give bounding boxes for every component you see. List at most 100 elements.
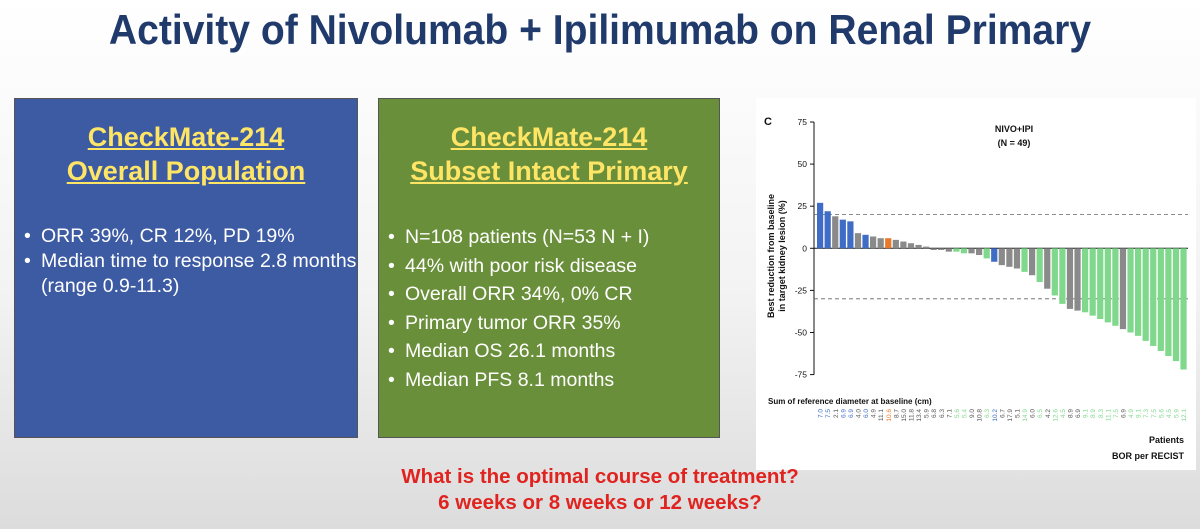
bar — [1165, 248, 1172, 357]
bar — [907, 243, 915, 249]
baseline-diameter-value: 7.0 — [818, 409, 825, 418]
bullet-item: Median OS 26.1 months — [379, 337, 719, 366]
baseline-diameter-value: 14.9 — [1022, 409, 1029, 422]
baseline-diameter-value: 8.3 — [1098, 409, 1105, 418]
bar — [892, 239, 899, 249]
bar — [1036, 248, 1043, 282]
baseline-diameter-value: 9.1 — [1136, 409, 1143, 418]
overall-population-bullets: ORR 39%, CR 12%, PD 19% Median time to r… — [15, 224, 357, 299]
bar — [976, 248, 983, 256]
bullet-item: Median PFS 8.1 months — [379, 366, 719, 395]
bar — [1157, 248, 1164, 352]
baseline-diameter-value: 6.7 — [999, 409, 1006, 418]
baseline-diameter-value: 6.9 — [1120, 409, 1127, 418]
bar — [847, 221, 854, 249]
heading-line-2: Subset Intact Primary — [410, 156, 688, 186]
baseline-diameter-value: 11.1 — [878, 409, 885, 422]
baseline-diameter-value: 8.9 — [1067, 409, 1074, 418]
y-tick-label: -75 — [795, 370, 808, 380]
bar — [1029, 248, 1036, 276]
slide-title: Activity of Nivolumab + Ipilimumab on Re… — [108, 6, 1092, 53]
bullet-item: 44% with poor risk disease — [379, 252, 719, 281]
bar — [923, 246, 930, 249]
bar — [1172, 248, 1180, 362]
heading-line-2: Overall Population — [66, 156, 306, 186]
bar — [1074, 248, 1081, 311]
baseline-diameter-value: 4.5 — [1060, 409, 1067, 418]
intact-primary-bullets: N=108 patients (N=53 N + I) 44% with poo… — [379, 223, 719, 394]
bar — [1021, 248, 1028, 272]
baseline-diameter-value: 5.4 — [961, 409, 968, 418]
bar — [998, 248, 1005, 266]
baseline-diameter-value: 6.9 — [848, 409, 855, 418]
heading-line-1: CheckMate-214 — [450, 122, 648, 152]
overall-population-box: CheckMate-214 Overall Population ORR 39%… — [14, 98, 358, 438]
bar — [832, 216, 839, 249]
annotation-line-2: (N = 49) — [998, 138, 1031, 148]
baseline-diameter-value: 6.9 — [1075, 409, 1082, 418]
bar — [1180, 248, 1187, 370]
bar — [885, 238, 892, 249]
baseline-diameter-value: 6.9 — [840, 409, 847, 418]
y-tick-label: -50 — [795, 327, 808, 337]
baseline-diameter-value: 5.1 — [1014, 409, 1021, 418]
baseline-diameter-value: 4.9 — [871, 409, 878, 418]
bar — [1119, 248, 1127, 330]
baseline-diameter-value: 12.6 — [1052, 409, 1059, 422]
baseline-diameter-value: 15.0 — [901, 409, 908, 422]
baseline-diameter-value: 6.5 — [1037, 409, 1044, 418]
baseline-diameter-value: 5.9 — [1173, 409, 1180, 418]
baseline-diameter-value: 7.5 — [1151, 409, 1158, 418]
bar — [877, 238, 884, 249]
baseline-diameter-value: 7.5 — [825, 409, 832, 418]
waterfall-chart: C NIVO+IPI (N = 49) Best reduction from … — [756, 98, 1196, 470]
y-tick-label: 25 — [798, 201, 808, 211]
bar — [1127, 248, 1134, 333]
annotation-line-1: NIVO+IPI — [995, 124, 1033, 134]
bar — [1150, 248, 1157, 346]
baseline-diameter-value: 7.5 — [1113, 409, 1120, 418]
bar — [968, 248, 975, 254]
bar — [953, 248, 960, 252]
footer-question-line-1: What is the optimal course of treatment? — [401, 465, 799, 488]
bar — [854, 233, 862, 249]
y-tick-label: 0 — [802, 243, 807, 253]
baseline-diameter-value: 8.7 — [893, 409, 900, 418]
bar — [870, 236, 877, 249]
bar — [915, 244, 922, 249]
baseline-diameter-label: Sum of reference diameter at baseline (c… — [768, 397, 932, 406]
baseline-diameter-value: 6.0 — [1030, 409, 1037, 418]
bar — [991, 248, 998, 262]
heading-line-1: CheckMate-214 — [87, 122, 285, 152]
baseline-diameter-value: 5.9 — [924, 409, 931, 418]
bar — [1066, 248, 1074, 309]
baseline-diameter-value: 9.1 — [1083, 409, 1090, 418]
baseline-diameter-value: 4.5 — [1166, 409, 1173, 418]
bar — [1044, 248, 1051, 289]
baseline-diameter-value: 5.6 — [1158, 409, 1165, 418]
bar — [930, 248, 937, 250]
bullet-item: Median time to response 2.8 months (rang… — [15, 249, 357, 299]
baseline-diameter-value: 13.4 — [916, 409, 923, 422]
baseline-diameter-value: 4.2 — [1045, 409, 1052, 418]
bar — [862, 234, 869, 249]
intact-primary-heading: CheckMate-214 Subset Intact Primary — [379, 120, 719, 188]
bar — [960, 248, 968, 254]
bar — [839, 219, 846, 249]
bar — [1135, 248, 1142, 336]
baseline-diameter-value: 7.1 — [946, 409, 953, 418]
baseline-diameter-value: 6.3 — [939, 409, 946, 418]
baseline-diameter-value: 12.1 — [1181, 409, 1188, 422]
panel-label: C — [764, 116, 772, 128]
y-tick-label: 50 — [798, 159, 808, 169]
baseline-diameter-value: 10.6 — [886, 409, 893, 422]
y-axis-label-line-1: Best reduction from baseline — [766, 194, 776, 318]
bar — [1089, 248, 1096, 316]
baseline-diameter-value: 7.3 — [1143, 409, 1150, 418]
bar — [1097, 248, 1104, 320]
baseline-diameter-value: 2.1 — [833, 409, 840, 418]
intact-primary-box: CheckMate-214 Subset Intact Primary N=10… — [378, 98, 720, 438]
baseline-diameter-value: 4.9 — [1128, 409, 1135, 418]
y-tick-label: -25 — [795, 285, 808, 295]
